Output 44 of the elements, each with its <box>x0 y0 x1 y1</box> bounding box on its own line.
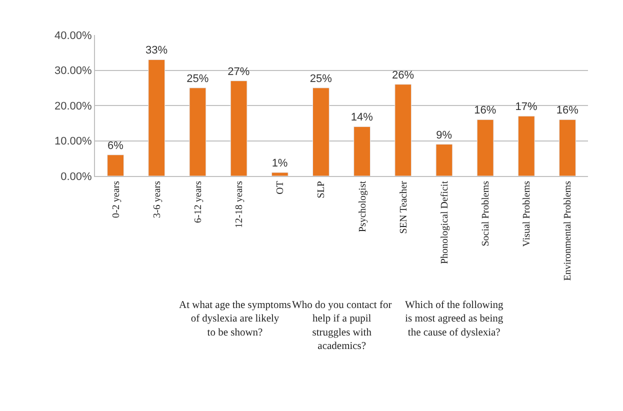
bar <box>354 126 371 176</box>
data-label: 25% <box>310 72 332 85</box>
x-tick-label: 0-2 years <box>110 180 122 218</box>
x-tick-label: Visual Problems <box>522 180 533 247</box>
bar <box>394 84 412 176</box>
y-tick-label: 10.00% <box>54 136 92 148</box>
bar <box>518 116 535 176</box>
x-tick-label: Phonological Deficit <box>439 180 450 264</box>
y-tick-label: 30.00% <box>54 65 92 78</box>
data-label: 16% <box>556 104 579 117</box>
bar <box>558 119 576 176</box>
bar <box>271 172 288 176</box>
data-label: 27% <box>228 66 250 78</box>
data-label: 33% <box>146 44 168 57</box>
bar <box>476 119 494 176</box>
bar <box>312 88 330 176</box>
data-label: 6% <box>107 140 124 152</box>
text: Which of the following is most agreed as being the cause of dyslexia? <box>405 300 504 338</box>
bar <box>436 144 453 176</box>
text: Who do you contact for help if a pupil struggles with academics? <box>292 300 392 352</box>
x-tick-label: OT <box>275 181 286 194</box>
x-tick-label: 12-18 years <box>234 180 246 228</box>
x-tick-label: 3-6 years <box>152 180 163 218</box>
y-tick-label: 20.00% <box>54 100 92 112</box>
data-label: 14% <box>350 112 374 124</box>
data-label: 9% <box>436 129 452 142</box>
y-tick-label: 40.00% <box>54 30 92 42</box>
bar <box>189 88 206 176</box>
text: At what age the symptoms of dyslexia are likely to be shown? <box>179 300 291 338</box>
x-tick-label: Environmental Problems <box>562 180 574 281</box>
data-label: 1% <box>272 157 288 170</box>
bar <box>148 59 166 176</box>
data-label: 26% <box>392 69 414 82</box>
x-tick-label: Social Problems <box>480 180 492 246</box>
x-tick-label: 6-12 years <box>192 180 204 223</box>
data-label: 25% <box>186 72 209 85</box>
bar <box>230 80 248 176</box>
y-tick-label: 0.00% <box>60 170 92 183</box>
x-tick-label: Psychologist <box>357 180 368 232</box>
data-label: 16% <box>474 104 496 117</box>
x-tick-label: SEN Teacher <box>398 180 410 234</box>
x-tick-label: SLP <box>316 180 328 198</box>
data-label: 17% <box>515 101 538 114</box>
bar <box>107 154 124 176</box>
